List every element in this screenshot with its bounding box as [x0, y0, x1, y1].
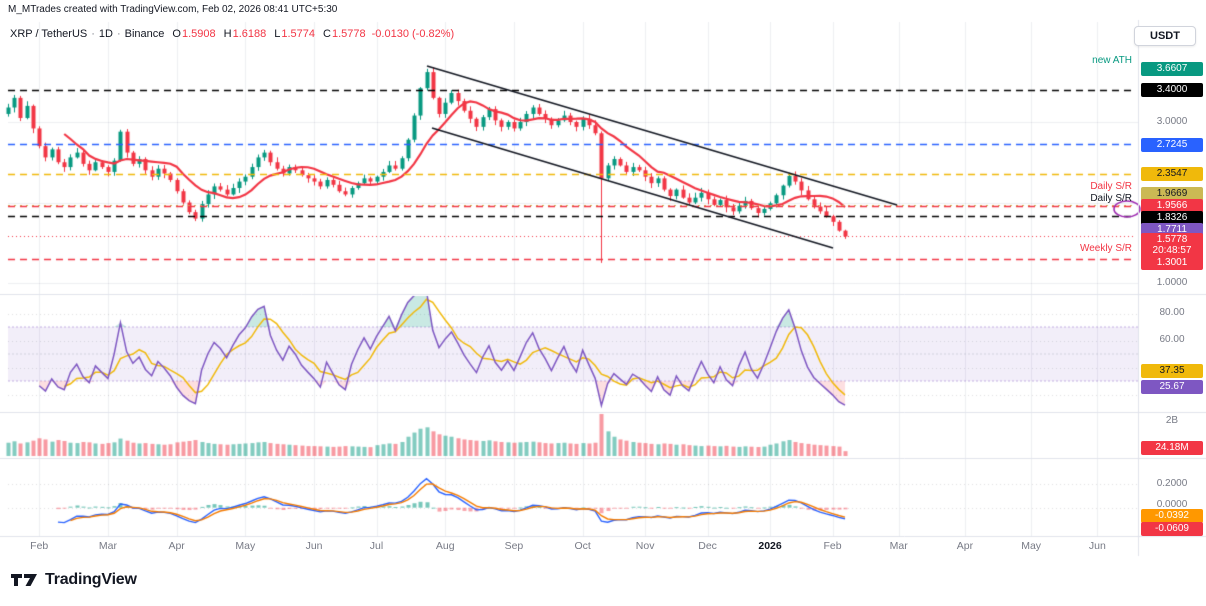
time-axis-label: Jul: [369, 540, 384, 552]
time-axis-label: May: [235, 540, 256, 552]
axis-grid-label: 1.0000: [1156, 277, 1188, 288]
price-axis-badge: 2.7245: [1141, 138, 1203, 152]
weekly-sr-label[interactable]: Weekly S/R: [1079, 243, 1132, 254]
symbol-name[interactable]: XRP / TetherUS: [10, 28, 88, 40]
close-label: C: [323, 28, 331, 40]
time-axis-label: May: [1021, 540, 1042, 552]
change-value: -0.0130 (-0.82%): [371, 28, 455, 40]
axis-grid-label: 0.2000: [1156, 478, 1188, 489]
low-label: L: [274, 28, 281, 40]
high-label: H: [223, 28, 232, 40]
price-axis-badge: 37.35: [1141, 364, 1203, 378]
axis-grid-label: 0.0000: [1156, 499, 1188, 510]
daily-sr-label-red[interactable]: Daily S/R: [1090, 181, 1132, 192]
axis-grid-label: 60.00: [1159, 334, 1185, 345]
chart-legend: XRP / TetherUS · 1D · Binance O 1.5908 H…: [10, 28, 454, 40]
axis-grid-label: 80.00: [1159, 307, 1185, 318]
price-axis[interactable]: 3.6607 3.4000 3.0000 2.7245 2.3547 1.9669 1.95…: [1139, 0, 1206, 606]
axis-grid-label: 2B: [1165, 415, 1179, 426]
price-axis-badge: 1.8326: [1141, 211, 1203, 225]
watermark: M_MTrades created with TradingView.com, …: [8, 4, 338, 15]
time-axis-label: Mar: [889, 540, 908, 552]
open-value: 1.5908: [181, 28, 216, 40]
axis-grid-label: 3.0000: [1156, 116, 1188, 127]
time-axis-label: Mar: [98, 540, 117, 552]
time-axis-label: Feb: [30, 540, 49, 552]
time-axis-label: Jun: [305, 540, 323, 552]
price-axis-badge: 1.9566: [1141, 199, 1203, 213]
footer: TradingView: [10, 570, 137, 590]
price-axis-badge: 25.67: [1141, 380, 1203, 394]
price-axis-badge: -0.0392: [1141, 509, 1203, 523]
low-value: 1.5774: [281, 28, 316, 40]
time-axis-label: Dec: [698, 540, 717, 552]
price-axis-badge: 2.3547: [1141, 167, 1203, 181]
separator: ·: [91, 28, 95, 40]
new-ath-label[interactable]: new ATH: [1092, 55, 1132, 66]
time-axis-label: Apr: [168, 540, 185, 552]
separator: ·: [116, 28, 121, 40]
daily-sr-label-black[interactable]: Daily S/R: [1090, 193, 1132, 204]
price-axis-badge: 1.5778 20:48:57: [1141, 233, 1203, 259]
price-axis-badge: 3.6607: [1141, 62, 1203, 76]
time-axis-label: Nov: [635, 540, 655, 552]
time-axis[interactable]: Feb Mar Apr May Jun Jul Aug Sep Oct Nov Dec 2026 Feb…: [0, 538, 1206, 556]
time-axis-label: Apr: [956, 540, 974, 552]
exchange-label[interactable]: Binance: [124, 28, 165, 40]
tradingview-logo-icon[interactable]: [10, 570, 38, 590]
time-axis-label: Feb: [823, 540, 842, 552]
currency-button[interactable]: USDT: [1134, 26, 1196, 46]
price-axis-badge: 24.18M: [1141, 441, 1203, 455]
open-label: O: [172, 28, 181, 40]
high-value: 1.6188: [232, 28, 267, 40]
price-axis-badge: -0.0609: [1141, 522, 1203, 536]
price-axis-badge: 1.9669: [1141, 187, 1203, 201]
time-axis-label: Oct: [574, 540, 591, 552]
time-axis-label: Jun: [1088, 540, 1106, 552]
price-axis-badge: 1.3001: [1141, 256, 1203, 270]
time-axis-label: Aug: [435, 540, 455, 552]
time-axis-label: Sep: [504, 540, 524, 552]
close-value: 1.5778: [331, 28, 366, 40]
time-axis-label: 2026: [758, 540, 782, 552]
interval-label[interactable]: 1D: [98, 28, 113, 40]
tradingview-logo-text[interactable]: TradingView: [45, 571, 137, 588]
price-axis-badge: 3.4000: [1141, 83, 1203, 97]
